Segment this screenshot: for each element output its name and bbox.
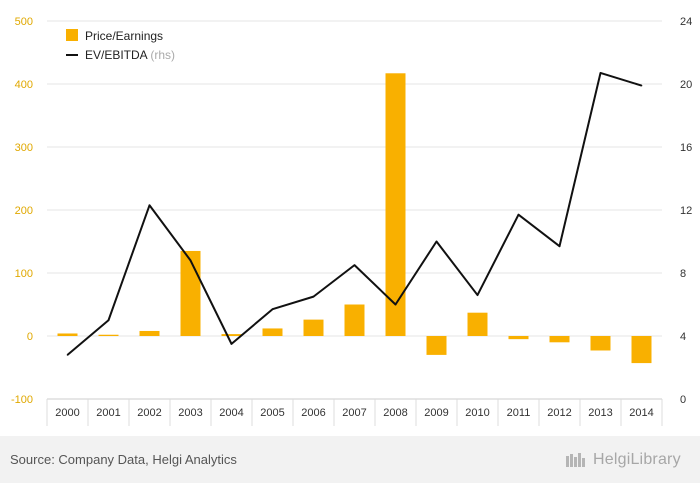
x-tick-label: 2006 xyxy=(301,407,325,419)
x-tick-label: 2014 xyxy=(629,407,653,419)
legend-rhs-note: (rhs) xyxy=(150,48,175,62)
helgi-library-logo: HelgiLibrary xyxy=(565,450,693,470)
x-tick-label: 2007 xyxy=(342,407,366,419)
source-note: Source: Company Data, Helgi Analytics xyxy=(10,452,237,467)
y-left-tick-label: 100 xyxy=(15,268,33,280)
line-point xyxy=(558,245,561,248)
y-right-tick-label: 20 xyxy=(680,79,692,91)
y-right-tick-label: 0 xyxy=(680,394,686,406)
bar xyxy=(221,334,242,336)
bar xyxy=(590,336,611,351)
line-point xyxy=(312,295,315,298)
x-tick-label: 2003 xyxy=(178,407,202,419)
line-point xyxy=(148,204,151,207)
bar xyxy=(631,336,652,364)
legend-label: Price/Earnings xyxy=(85,29,163,43)
line-point xyxy=(394,303,397,306)
bar xyxy=(303,319,324,336)
bar xyxy=(139,330,160,336)
y-right-tick-label: 12 xyxy=(680,205,692,217)
y-right-tick-label: 24 xyxy=(680,16,692,28)
y-left-tick-label: -100 xyxy=(11,394,33,406)
line-point xyxy=(107,319,110,322)
line-point xyxy=(189,259,192,262)
x-tick-label: 2001 xyxy=(96,407,120,419)
x-tick-label: 2013 xyxy=(588,407,612,419)
bar xyxy=(467,312,488,336)
bar xyxy=(262,328,283,336)
x-tick-label: 2004 xyxy=(219,407,243,419)
logo-text: HelgiLibrary xyxy=(593,451,681,468)
bar xyxy=(508,336,529,340)
x-tick-label: 2002 xyxy=(137,407,161,419)
y-left-tick-label: 400 xyxy=(15,79,33,91)
bar xyxy=(57,333,78,336)
legend-swatch-bar xyxy=(66,29,78,41)
legend-label: EV/EBITDA (rhs) xyxy=(85,48,175,62)
x-tick-label: 2011 xyxy=(507,407,531,419)
line-point xyxy=(640,84,643,87)
chart-canvas: -100 0 100 200 300 400 500 0 4 8 12 16 20 24 2000 2001 2… xyxy=(11,16,692,426)
x-tick-label: 2012 xyxy=(547,407,571,419)
y-left-tick-label: 200 xyxy=(15,205,33,217)
line-point xyxy=(476,294,479,296)
x-tick-label: 2009 xyxy=(424,407,448,419)
bar xyxy=(344,304,365,336)
bar xyxy=(549,336,570,343)
bar xyxy=(180,250,201,336)
line-point xyxy=(271,308,274,311)
line-point xyxy=(230,343,233,345)
y-left-tick-label: 500 xyxy=(15,16,33,28)
line-point xyxy=(435,240,438,243)
y-left-tick-label: 300 xyxy=(15,142,33,154)
line-point xyxy=(599,72,602,74)
x-tick-label: 2008 xyxy=(383,407,407,419)
x-tick-label: 2000 xyxy=(55,407,79,419)
library-icon xyxy=(566,453,585,467)
bar xyxy=(385,73,406,336)
y-right-tick-label: 16 xyxy=(680,142,692,154)
y-left-tick-label: 0 xyxy=(27,331,33,343)
y-right-tick-label: 8 xyxy=(680,268,686,280)
line-point xyxy=(517,213,520,216)
line-point xyxy=(353,264,356,266)
x-tick-label: 2010 xyxy=(465,407,489,419)
bar xyxy=(98,334,119,336)
y-right-tick-label: 4 xyxy=(680,331,686,343)
bar xyxy=(426,336,447,355)
x-tick-label: 2005 xyxy=(260,407,284,419)
line-point xyxy=(66,354,69,356)
